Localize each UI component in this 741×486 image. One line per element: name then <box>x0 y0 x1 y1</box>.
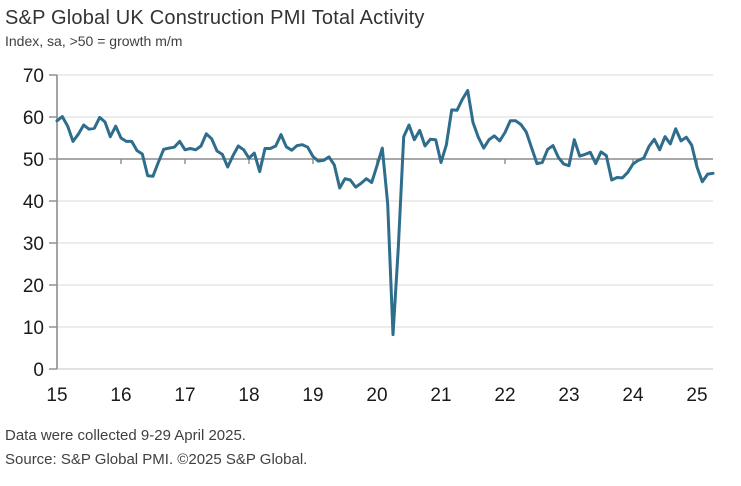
x-axis-tick-label: 21 <box>430 385 451 406</box>
x-axis-tick-label: 19 <box>302 385 323 406</box>
chart-subtitle: Index, sa, >50 = growth m/m <box>5 33 183 49</box>
y-axis-tick-label: 70 <box>23 66 44 87</box>
y-axis-tick-label: 10 <box>23 318 44 339</box>
x-axis-tick-label: 25 <box>686 385 707 406</box>
y-axis-tick-label: 20 <box>23 276 44 297</box>
collection-period-note: Data were collected 9-29 April 2025. <box>5 427 246 444</box>
x-axis-tick-label: 18 <box>238 385 259 406</box>
x-axis-tick-label: 17 <box>174 385 195 406</box>
x-axis-tick-label: 22 <box>494 385 515 406</box>
pmi-series-line <box>55 89 715 337</box>
chart-footnote: Data were collected 9-29 April 2025. Sou… <box>5 424 307 472</box>
x-axis-tick-label: 23 <box>558 385 579 406</box>
y-axis-tick-label: 30 <box>23 234 44 255</box>
x-axis-tick-label: 15 <box>46 385 67 406</box>
x-axis-tick-label: 16 <box>110 385 131 406</box>
x-axis-tick-label: 20 <box>366 385 387 406</box>
chart-title: S&P Global UK Construction PMI Total Act… <box>5 7 425 29</box>
y-axis-tick-label: 40 <box>23 192 44 213</box>
y-axis-tick-label: 0 <box>33 360 44 381</box>
y-axis-tick-label: 60 <box>23 108 44 129</box>
source-attribution: Source: S&P Global PMI. ©2025 S&P Global… <box>5 451 308 468</box>
x-axis-tick-label: 24 <box>622 385 644 406</box>
y-axis-tick-label: 50 <box>23 150 44 171</box>
